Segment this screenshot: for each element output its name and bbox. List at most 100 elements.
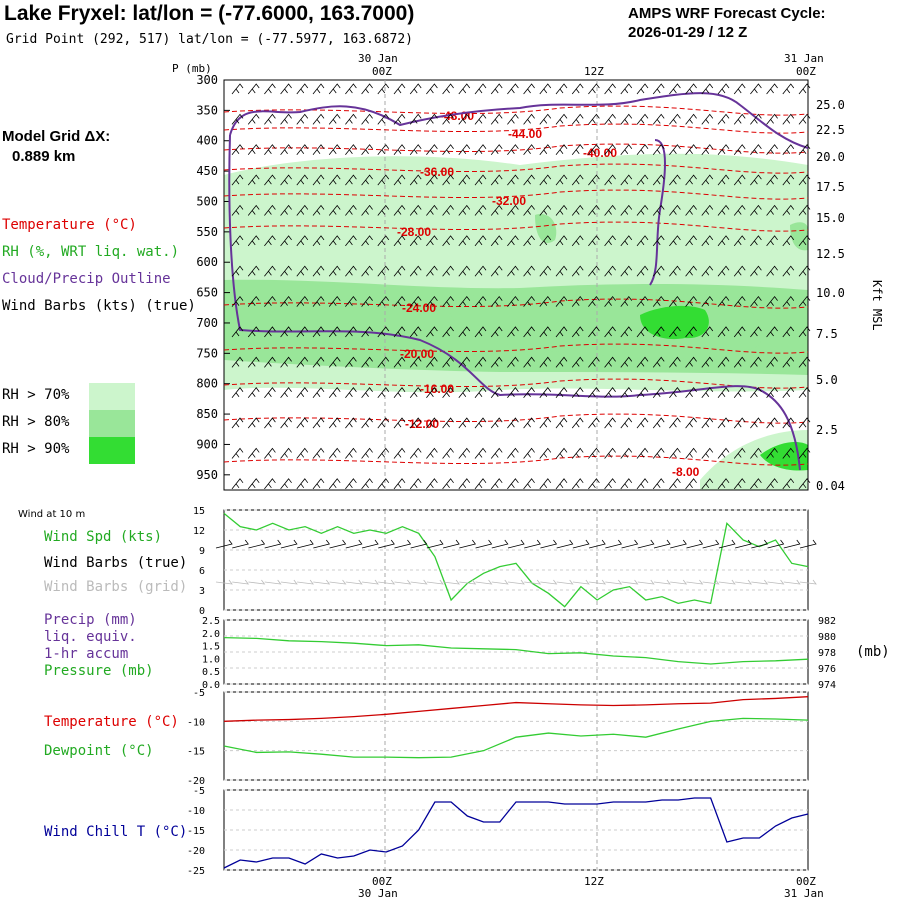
grid-point-info: Grid Point (292, 517) lat/lon = (-77.597… [6, 32, 413, 47]
wind-barb [750, 144, 762, 155]
wind-barb [296, 417, 309, 429]
wind-barb [393, 113, 406, 125]
wind-barb [442, 417, 454, 429]
wind-barb-grid [215, 579, 233, 585]
wind-barb [766, 174, 778, 186]
wind-barb [717, 417, 730, 429]
wind-barb [685, 326, 697, 338]
wind-barb [798, 83, 811, 95]
bottom-date-left: 30 Jan [358, 887, 398, 900]
wind-barb [280, 144, 292, 155]
wind-barb-grid [313, 579, 331, 585]
wind-barb [296, 144, 309, 155]
wind-tick-label: 3 [199, 586, 205, 597]
wind-barb-true [345, 539, 363, 549]
temp-contour-label: -28.00 [397, 225, 431, 239]
wind-barb [328, 174, 341, 186]
wind-barb [798, 265, 811, 277]
legend-wind-barbs-true: Wind Barbs (true) [44, 555, 188, 571]
wind-barb [264, 478, 276, 490]
model-grid-value: 0.889 km [12, 148, 76, 165]
wind-barb [717, 295, 730, 307]
wind-barb [652, 235, 665, 247]
bottom-time-00z-a: 00Z [372, 875, 392, 888]
wind-barb [458, 144, 471, 155]
wind-barb [669, 417, 681, 429]
wind-barb [328, 113, 341, 125]
wind-barb [669, 174, 681, 186]
wind-barb [588, 174, 600, 186]
wind-barb [312, 174, 325, 186]
wind-barb [442, 265, 454, 277]
wind-barb [733, 387, 746, 398]
wind-barb [555, 174, 568, 186]
wind-barb [264, 113, 276, 125]
wind-barb [669, 265, 681, 277]
wind-tick-label: 6 [199, 566, 205, 577]
wind-barb [490, 235, 503, 247]
wind-barb [426, 83, 438, 95]
wind-barb [571, 478, 584, 490]
wind-barb [523, 295, 535, 307]
wind-barb [507, 204, 519, 216]
wind-barb [377, 235, 390, 247]
wind-barb [620, 235, 633, 247]
legend-rh: RH (%, WRT liq. wat.) [2, 244, 180, 260]
wind-barb [247, 387, 260, 398]
wind-barb [636, 144, 649, 155]
wind-barb [523, 387, 535, 398]
wind-barb [442, 144, 454, 155]
wind-barb [393, 83, 406, 95]
wind-barb [507, 144, 519, 155]
wind-barb [604, 265, 616, 277]
wind-barb-grid [637, 579, 655, 585]
wind-barb [507, 356, 519, 368]
bottom-time-00z-b: 00Z [796, 875, 816, 888]
wind-barb [247, 417, 260, 429]
wind-barb [733, 478, 746, 490]
legend-windchill: Wind Chill T (°C) [44, 824, 188, 840]
wind-barb [750, 174, 762, 186]
wind-barb-true [297, 539, 314, 549]
kft-tick-label: 2.5 [816, 423, 838, 437]
wind-barb [296, 204, 309, 216]
wind-barb [523, 478, 535, 490]
wind-barb [588, 235, 600, 247]
legend-rh70-swatch [89, 383, 135, 410]
wind-barb [393, 265, 406, 277]
legend-dewpoint: Dewpoint (°C) [44, 743, 154, 759]
wind-barb [426, 478, 438, 490]
wind-barb [733, 356, 746, 368]
wind-barb [539, 387, 552, 398]
wind-barb [620, 478, 633, 490]
wind-barb [733, 113, 746, 125]
wind-barb [377, 417, 390, 429]
wind-barb [798, 387, 811, 398]
wind-barb [426, 144, 438, 155]
wind-barb [474, 204, 487, 216]
wind-barb [426, 326, 438, 338]
windchill-tick-label: -5 [193, 786, 205, 797]
wind-barb [701, 326, 714, 338]
wind-barb-true [670, 539, 687, 549]
wind-barb [264, 174, 276, 186]
wind-barb [442, 326, 454, 338]
wind-barb [458, 235, 471, 247]
wind-barb [652, 83, 665, 95]
temp-tick-label: -5 [193, 688, 205, 699]
wind-barb [247, 265, 260, 277]
wind-barb [247, 447, 260, 459]
wind-barb [328, 356, 341, 368]
wind-barb [280, 83, 292, 95]
p-tick-label-800: 800 [196, 377, 218, 391]
pressure-tick-label: 980 [818, 632, 836, 643]
wind-barb [490, 265, 503, 277]
wind-barb [782, 447, 795, 459]
wind-barb [685, 144, 697, 155]
wind-barb [280, 235, 292, 247]
wind-barb [701, 295, 714, 307]
wind-barb [620, 356, 633, 368]
wind-barb-grid [767, 579, 785, 585]
temp-contour-label: -32.00 [492, 194, 526, 208]
wind-barb [409, 144, 422, 155]
